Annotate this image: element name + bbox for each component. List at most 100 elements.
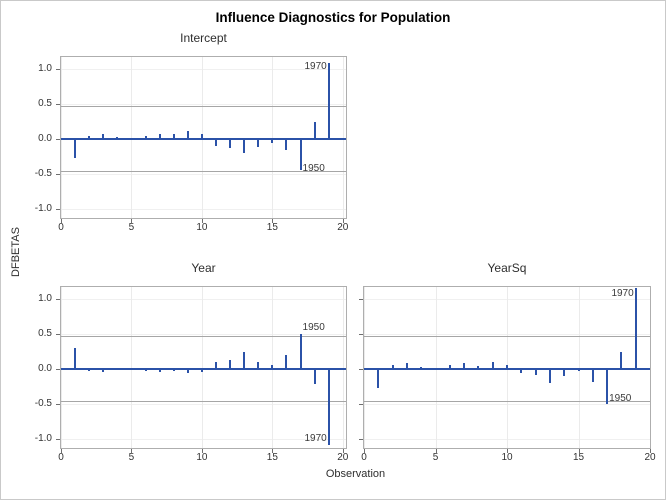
panel-frame	[60, 286, 347, 449]
x-tick-label: 20	[337, 222, 349, 233]
x-tick-label: 0	[361, 452, 367, 463]
y-tick-label: -0.5	[34, 397, 52, 409]
y-tick-mark	[359, 368, 363, 370]
x-tick-mark	[578, 449, 580, 453]
h-gridline	[60, 68, 347, 70]
y-tick-label: 1.0	[38, 62, 52, 74]
needle	[158, 134, 161, 139]
y-tick-mark	[359, 333, 363, 335]
needle	[271, 138, 274, 143]
needle	[74, 348, 77, 369]
x-tick-label: 15	[266, 452, 278, 463]
needle	[88, 136, 91, 139]
needle	[130, 368, 133, 370]
reference-line	[60, 400, 347, 402]
reference-line	[60, 106, 347, 108]
point-label-1970: 1970	[611, 288, 634, 300]
needle	[172, 134, 175, 139]
needle	[102, 368, 105, 373]
x-tick-label: 0	[58, 222, 64, 233]
needle	[271, 365, 274, 369]
v-gridline	[435, 286, 437, 449]
h-gridline	[60, 103, 347, 105]
panel-title-year: Year	[191, 261, 216, 275]
x-tick-mark	[131, 449, 133, 453]
x-tick-mark	[61, 449, 62, 453]
needle	[299, 138, 302, 171]
needle	[158, 368, 161, 373]
needle	[405, 362, 408, 369]
needle	[144, 136, 147, 139]
needle	[200, 368, 203, 373]
needle	[116, 368, 119, 370]
x-tick-mark	[507, 449, 508, 453]
y-axis-label: DFBETAS	[10, 227, 22, 277]
y-tick-mark	[359, 298, 363, 300]
panel-frame	[60, 56, 347, 219]
v-gridline	[272, 56, 274, 219]
x-tick-mark	[342, 219, 344, 223]
needle	[313, 121, 316, 139]
needle	[257, 138, 260, 147]
v-gridline	[61, 286, 62, 449]
needle	[243, 351, 246, 369]
reference-line	[363, 400, 651, 402]
x-tick-mark	[364, 449, 365, 453]
needle	[448, 365, 451, 369]
needle	[74, 138, 77, 159]
x-tick-mark	[61, 219, 62, 223]
point-label-1950: 1950	[302, 321, 325, 333]
needle	[534, 368, 537, 375]
needle	[391, 365, 394, 369]
x-tick-label: 10	[196, 222, 208, 233]
reference-line	[363, 336, 651, 338]
needle	[243, 138, 246, 154]
x-tick-label: 20	[337, 452, 349, 463]
y-tick-label: 0.0	[38, 132, 52, 144]
x-tick-label: 5	[128, 222, 135, 233]
y-tick-mark	[56, 173, 60, 175]
h-gridline	[60, 298, 347, 300]
point-label-1950: 1950	[609, 393, 632, 405]
y-tick-mark	[56, 298, 60, 300]
y-tick-label: 1.0	[38, 292, 52, 304]
h-gridline	[60, 208, 347, 210]
y-tick-label: -1.0	[34, 202, 52, 214]
y-tick-label: 0.5	[38, 97, 52, 109]
x-tick-label: 15	[572, 452, 585, 463]
zero-line	[60, 367, 347, 370]
x-tick-label: 10	[196, 452, 208, 463]
x-tick-label: 5	[432, 452, 439, 463]
point-label-1970: 1970	[304, 432, 327, 444]
y-tick-mark	[359, 403, 363, 405]
x-tick-label: 5	[128, 452, 135, 463]
chart-title: Influence Diagnostics for Population	[215, 10, 451, 25]
needle	[130, 137, 133, 139]
needle	[299, 333, 302, 369]
needle	[377, 368, 380, 389]
y-tick-label: 0.5	[38, 327, 52, 339]
h-gridline	[60, 403, 347, 405]
needle	[477, 365, 480, 369]
reference-line	[60, 170, 347, 172]
v-gridline	[342, 286, 344, 449]
needle	[172, 368, 175, 371]
v-gridline	[61, 56, 62, 219]
needle	[491, 362, 494, 369]
x-tick-mark	[272, 219, 274, 223]
needle	[620, 351, 623, 369]
needle	[102, 134, 105, 139]
x-tick-label: 10	[501, 452, 513, 463]
reference-line	[60, 336, 347, 338]
panel-title-intercept: Intercept	[180, 31, 227, 45]
h-gridline	[60, 333, 347, 335]
point-label-1970: 1970	[304, 61, 327, 73]
needle	[214, 138, 217, 146]
y-tick-label: -1.0	[34, 432, 52, 444]
needle	[116, 137, 119, 139]
needle	[577, 368, 580, 372]
needle	[186, 368, 189, 373]
needle	[591, 368, 594, 382]
y-tick-mark	[56, 68, 60, 70]
